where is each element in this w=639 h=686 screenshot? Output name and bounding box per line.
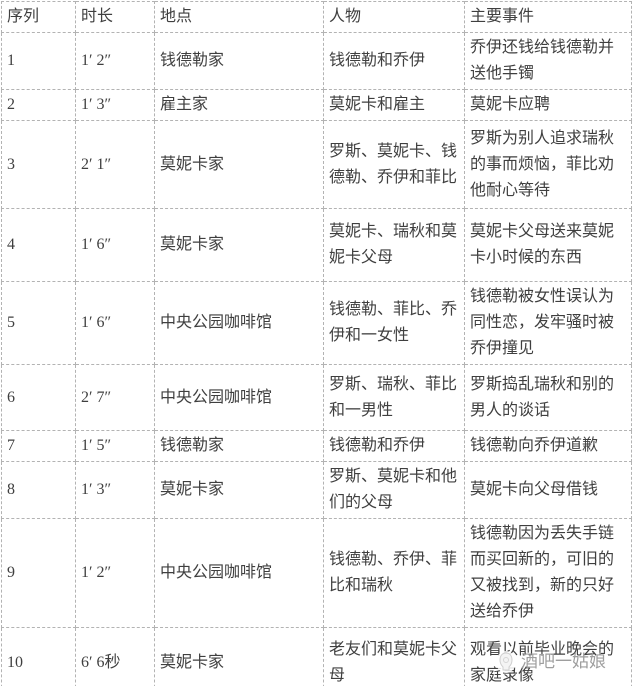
cell-seq: 2 — [1, 89, 76, 121]
cell-duration: 6′ 6秒 — [75, 627, 155, 686]
cell-location: 莫妮卡家 — [154, 120, 324, 209]
table-row: 10 6′ 6秒 莫妮卡家 老友们和莫妮卡父母 观看以前毕业晚会的家庭录像 — [1, 627, 632, 686]
cell-duration: 1′ 6″ — [75, 208, 155, 282]
cell-seq: 1 — [1, 32, 76, 90]
cell-characters: 莫妮卡、瑞秋和莫妮卡父母 — [323, 208, 465, 282]
cell-duration: 1′ 2″ — [75, 518, 155, 628]
table-header-row: 序列 时长 地点 人物 主要事件 — [1, 1, 632, 33]
cell-location: 钱德勒家 — [154, 32, 324, 90]
table-row: 8 1′ 3″ 莫妮卡家 罗斯、莫妮卡和他们的父母 莫妮卡向父母借钱 — [1, 461, 632, 519]
cell-characters: 钱德勒、乔伊、菲比和瑞秋 — [323, 518, 465, 628]
cell-location: 莫妮卡家 — [154, 461, 324, 519]
table-row: 3 2′ 1″ 莫妮卡家 罗斯、莫妮卡、钱德勒、乔伊和菲比 罗斯为别人追求瑞秋的… — [1, 120, 632, 209]
cell-duration: 1′ 6″ — [75, 281, 155, 365]
cell-location: 雇主家 — [154, 89, 324, 121]
cell-characters: 罗斯、莫妮卡和他们的父母 — [323, 461, 465, 519]
cell-duration: 2′ 7″ — [75, 364, 155, 431]
cell-event: 观看以前毕业晚会的家庭录像 — [464, 627, 632, 686]
cell-seq: 9 — [1, 518, 76, 628]
header-location: 地点 — [154, 1, 324, 33]
cell-characters: 莫妮卡和雇主 — [323, 89, 465, 121]
cell-duration: 2′ 1″ — [75, 120, 155, 209]
header-duration: 时长 — [75, 1, 155, 33]
table-row: 2 1′ 3″ 雇主家 莫妮卡和雇主 莫妮卡应聘 — [1, 89, 632, 121]
cell-event: 钱德勒被女性误认为同性恋，发牢骚时被乔伊撞见 — [464, 281, 632, 365]
cell-characters: 钱德勒和乔伊 — [323, 430, 465, 462]
cell-event: 罗斯捣乱瑞秋和别的男人的谈话 — [464, 364, 632, 431]
header-characters: 人物 — [323, 1, 465, 33]
cell-seq: 8 — [1, 461, 76, 519]
cell-characters: 钱德勒和乔伊 — [323, 32, 465, 90]
cell-duration: 1′ 5″ — [75, 430, 155, 462]
cell-event: 钱德勒因为丢失手链而买回新的，可旧的又被找到，新的只好送给乔伊 — [464, 518, 632, 628]
cell-duration: 1′ 3″ — [75, 89, 155, 121]
cell-location: 中央公园咖啡馆 — [154, 518, 324, 628]
cell-seq: 5 — [1, 281, 76, 365]
cell-location: 中央公园咖啡馆 — [154, 364, 324, 431]
table-row: 4 1′ 6″ 莫妮卡家 莫妮卡、瑞秋和莫妮卡父母 莫妮卡父母送来莫妮卡小时候的… — [1, 208, 632, 282]
cell-seq: 6 — [1, 364, 76, 431]
cell-location: 莫妮卡家 — [154, 208, 324, 282]
cell-event: 乔伊还钱给钱德勒并送他手镯 — [464, 32, 632, 90]
cell-event: 罗斯为别人追求瑞秋的事而烦恼，菲比劝他耐心等待 — [464, 120, 632, 209]
cell-characters: 罗斯、瑞秋、菲比和一男性 — [323, 364, 465, 431]
cell-characters: 罗斯、莫妮卡、钱德勒、乔伊和菲比 — [323, 120, 465, 209]
table-row: 1 1′ 2″ 钱德勒家 钱德勒和乔伊 乔伊还钱给钱德勒并送他手镯 — [1, 32, 632, 90]
table-row: 6 2′ 7″ 中央公园咖啡馆 罗斯、瑞秋、菲比和一男性 罗斯捣乱瑞秋和别的男人… — [1, 364, 632, 431]
cell-seq: 7 — [1, 430, 76, 462]
header-event: 主要事件 — [464, 1, 632, 33]
cell-characters: 钱德勒、菲比、乔伊和一女性 — [323, 281, 465, 365]
cell-location: 钱德勒家 — [154, 430, 324, 462]
cell-event: 莫妮卡应聘 — [464, 89, 632, 121]
cell-seq: 4 — [1, 208, 76, 282]
table-row: 7 1′ 5″ 钱德勒家 钱德勒和乔伊 钱德勒向乔伊道歉 — [1, 430, 632, 462]
cell-characters: 老友们和莫妮卡父母 — [323, 627, 465, 686]
cell-event: 莫妮卡向父母借钱 — [464, 461, 632, 519]
cell-event: 钱德勒向乔伊道歉 — [464, 430, 632, 462]
header-seq: 序列 — [1, 1, 76, 33]
cell-event: 莫妮卡父母送来莫妮卡小时候的东西 — [464, 208, 632, 282]
cell-seq: 3 — [1, 120, 76, 209]
cell-location: 中央公园咖啡馆 — [154, 281, 324, 365]
cell-duration: 1′ 3″ — [75, 461, 155, 519]
cell-duration: 1′ 2″ — [75, 32, 155, 90]
table-row: 5 1′ 6″ 中央公园咖啡馆 钱德勒、菲比、乔伊和一女性 钱德勒被女性误认为同… — [1, 281, 632, 365]
cell-seq: 10 — [1, 627, 76, 686]
table-row: 9 1′ 2″ 中央公园咖啡馆 钱德勒、乔伊、菲比和瑞秋 钱德勒因为丢失手链而买… — [1, 518, 632, 628]
cell-location: 莫妮卡家 — [154, 627, 324, 686]
